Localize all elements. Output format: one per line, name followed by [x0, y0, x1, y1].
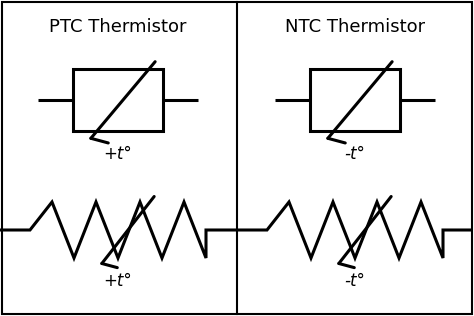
Text: PTC Thermistor: PTC Thermistor: [49, 18, 187, 36]
Bar: [310, 69, 400, 131]
Text: +t°: +t°: [104, 145, 132, 163]
Text: NTC Thermistor: NTC Thermistor: [285, 18, 425, 36]
Bar: [73, 69, 163, 131]
Text: +t°: +t°: [104, 272, 132, 290]
Text: -t°: -t°: [345, 272, 365, 290]
Text: -t°: -t°: [345, 145, 365, 163]
